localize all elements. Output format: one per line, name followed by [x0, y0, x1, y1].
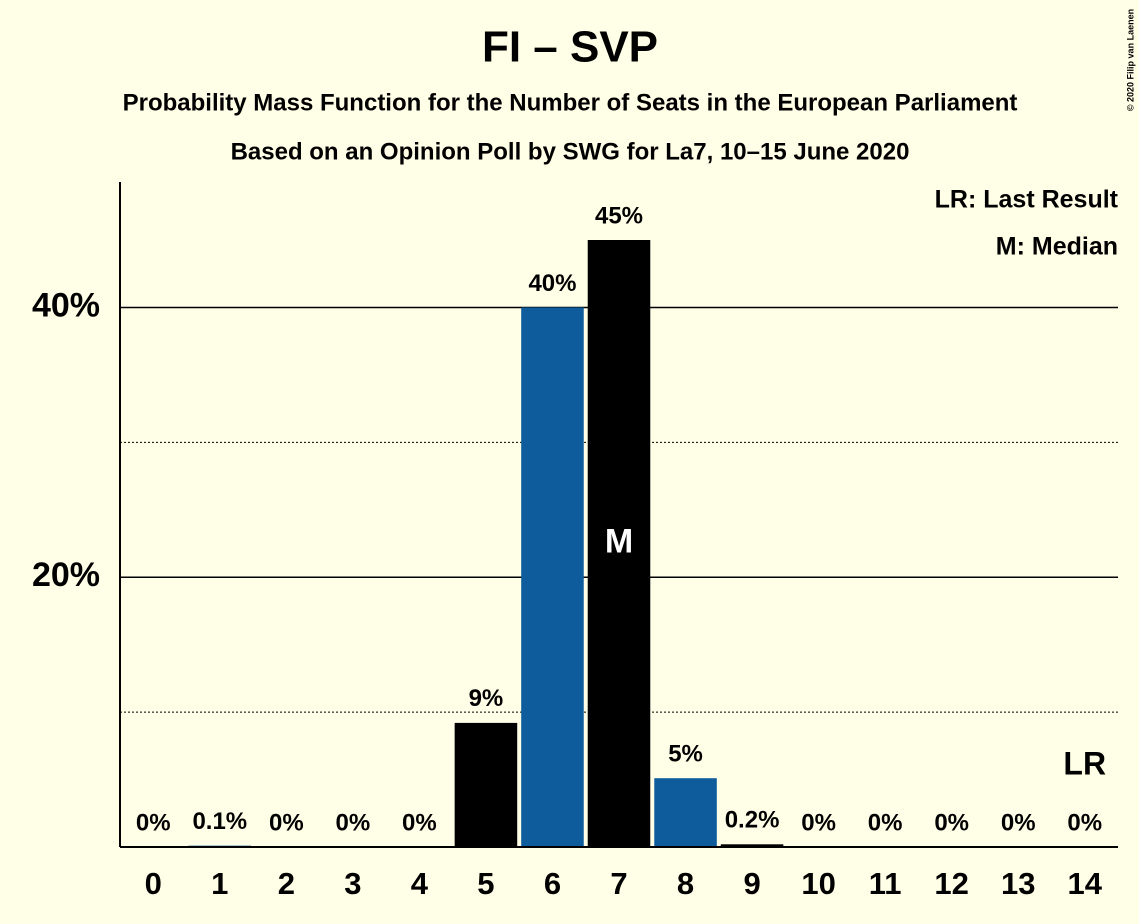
value-label: 0% — [1067, 809, 1102, 836]
value-label: 0% — [402, 809, 437, 836]
bar — [454, 722, 518, 847]
x-tick-label: 0 — [145, 866, 162, 901]
value-label: 0% — [336, 809, 371, 836]
subtitle: Probability Mass Function for the Number… — [123, 89, 1018, 116]
x-tick-label: 10 — [801, 866, 835, 901]
value-label: 0% — [269, 809, 304, 836]
value-label: 0.1% — [192, 808, 247, 835]
x-tick-label: 12 — [934, 866, 968, 901]
value-label: 0% — [1001, 809, 1036, 836]
x-tick-label: 6 — [544, 866, 561, 901]
x-tick-label: 5 — [477, 866, 494, 901]
value-label: 45% — [595, 202, 643, 229]
x-tick-label: 13 — [1001, 866, 1035, 901]
y-tick-label: 20% — [32, 556, 100, 594]
x-tick-label: 11 — [869, 866, 902, 901]
last-result-marker: LR — [1063, 745, 1106, 781]
bar — [587, 240, 651, 848]
x-tick-label: 9 — [743, 866, 760, 901]
value-label: 0% — [934, 809, 969, 836]
value-label: 0% — [136, 809, 171, 836]
legend-entry: LR: Last Result — [935, 186, 1119, 214]
y-tick-label: 40% — [32, 286, 100, 324]
value-label: 40% — [528, 270, 576, 297]
x-tick-label: 4 — [411, 866, 429, 901]
x-tick-label: 14 — [1067, 866, 1102, 901]
bars — [188, 240, 784, 848]
copyright: © 2020 Filip van Laenen — [1125, 9, 1135, 111]
subtitle: Based on an Opinion Poll by SWG for La7,… — [231, 138, 910, 165]
x-tick-label: 8 — [677, 866, 694, 901]
legend-entry: M: Median — [996, 233, 1118, 261]
median-marker: M — [605, 522, 633, 560]
value-label: 0% — [868, 809, 903, 836]
x-tick-label: 3 — [344, 866, 361, 901]
bar — [521, 307, 584, 847]
value-label: 0% — [801, 809, 836, 836]
x-tick-label: 1 — [211, 866, 228, 901]
value-label: 9% — [469, 685, 504, 712]
chart-title: FI – SVP — [482, 23, 658, 72]
x-tick-label: 2 — [278, 866, 295, 901]
bar — [720, 844, 784, 847]
value-label: 0.2% — [725, 807, 780, 834]
x-tick-label: 7 — [610, 866, 627, 901]
value-label: 5% — [668, 741, 703, 768]
bar — [654, 778, 717, 847]
